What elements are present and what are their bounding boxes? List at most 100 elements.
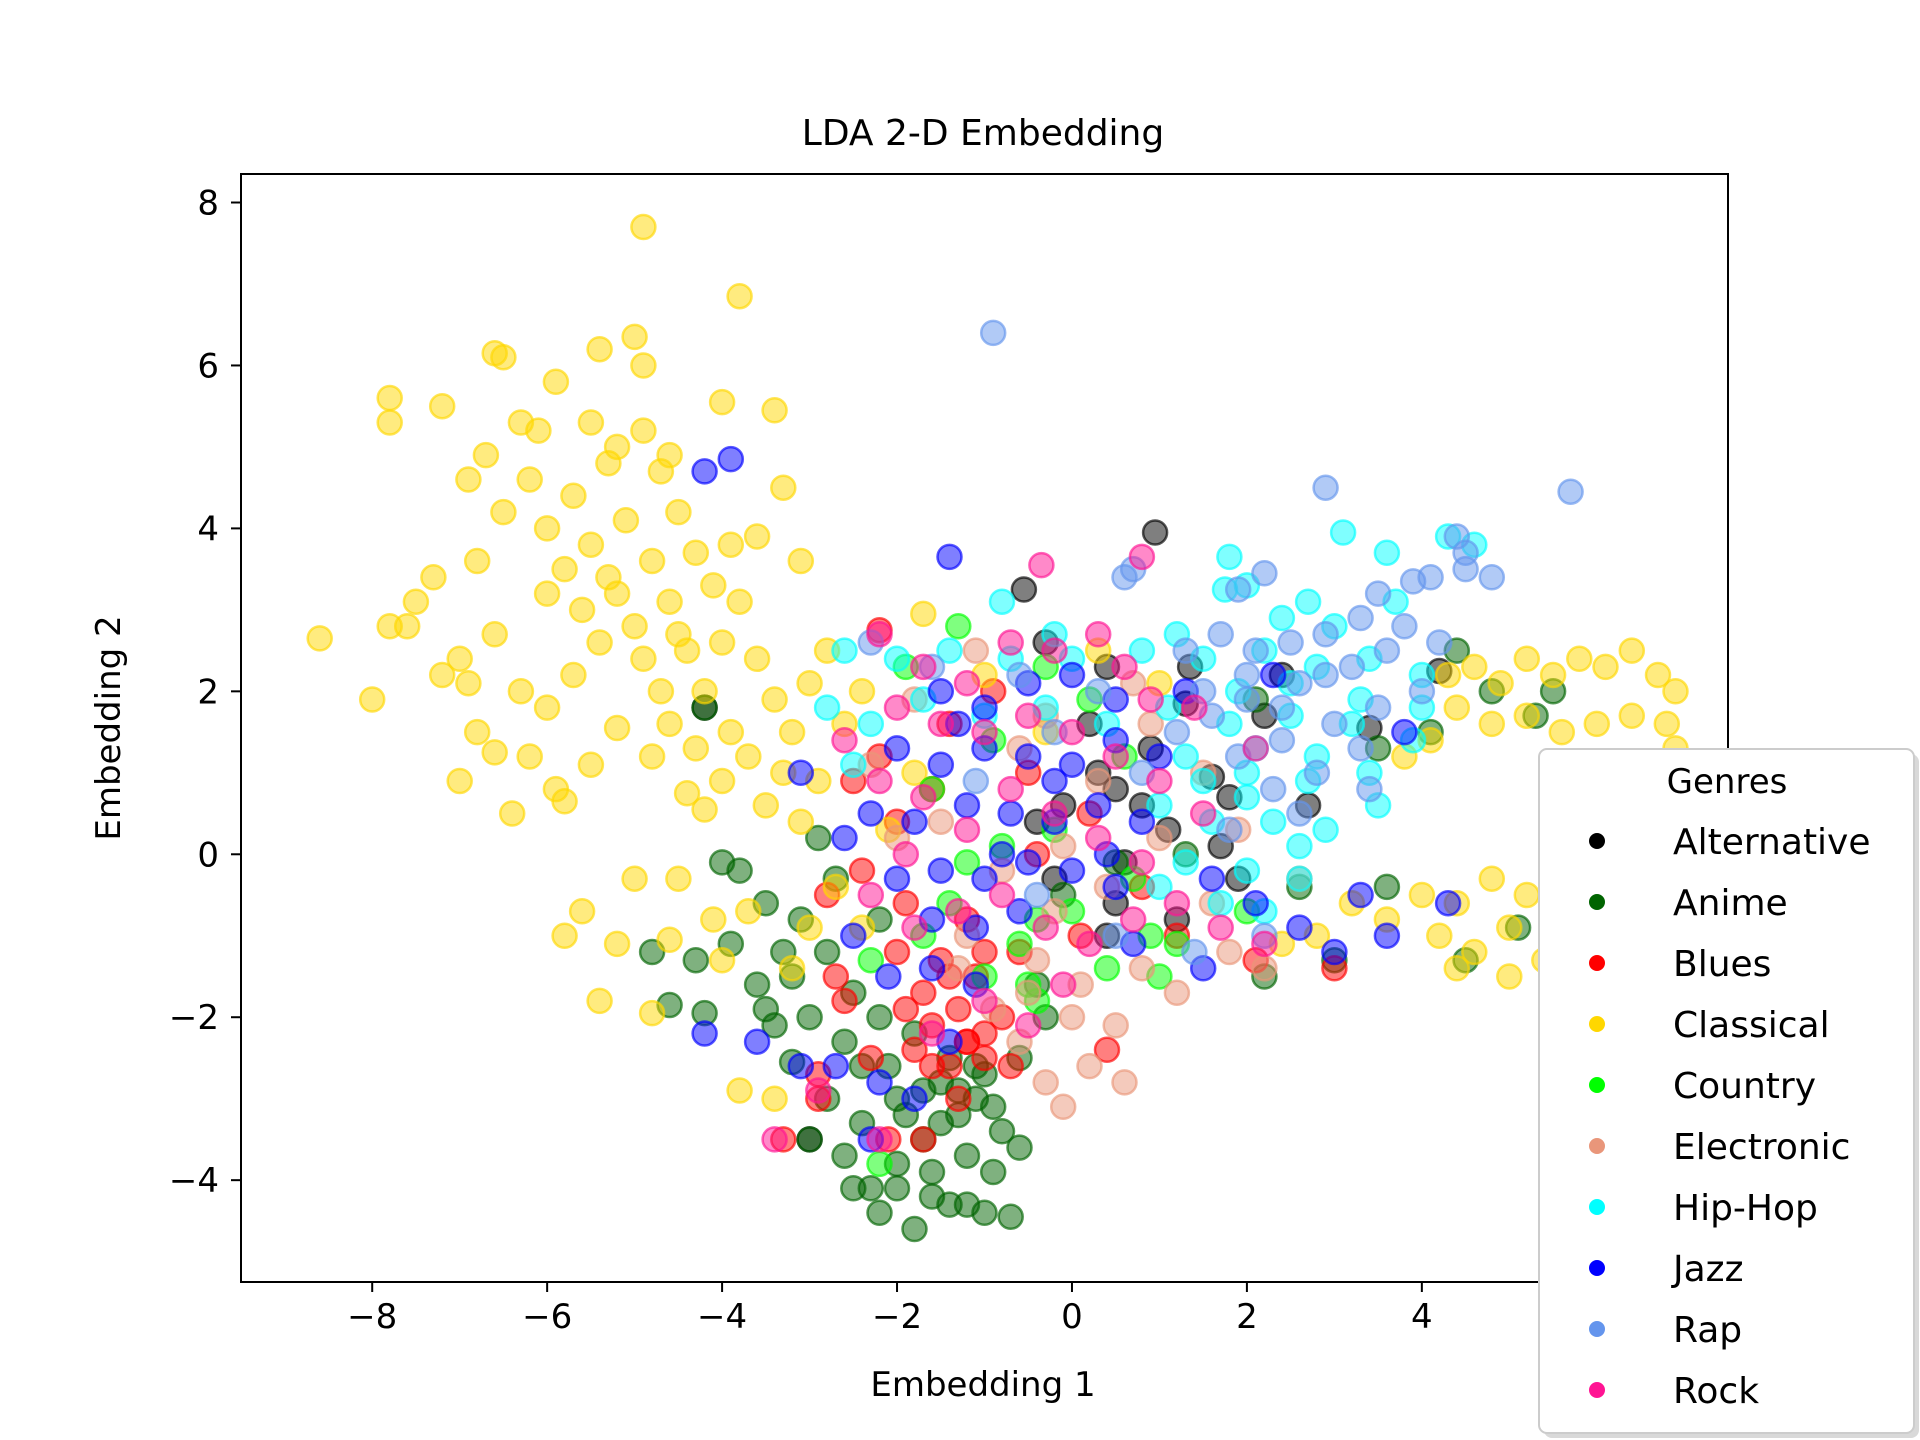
- data-point: [953, 816, 981, 844]
- data-point: [586, 335, 613, 363]
- data-point: [787, 808, 815, 835]
- data-point: [726, 282, 753, 310]
- data-point: [376, 409, 403, 436]
- data-point: [945, 1085, 972, 1112]
- data-point: [393, 612, 421, 640]
- data-point: [516, 466, 543, 493]
- data-point: [1233, 686, 1261, 713]
- data-point: [708, 629, 736, 656]
- data-point: [1251, 955, 1278, 982]
- data-point: [1653, 710, 1681, 738]
- data-point: [630, 645, 657, 673]
- data-point: [586, 629, 613, 656]
- data-point: [1399, 568, 1427, 595]
- data-point: [1312, 661, 1339, 689]
- data-point: [743, 645, 771, 673]
- data-point: [997, 1203, 1024, 1231]
- chart-title: LDA 2-D Embedding: [802, 113, 1164, 154]
- data-point: [1014, 849, 1042, 876]
- data-point: [883, 645, 911, 673]
- data-point: [971, 987, 998, 1015]
- data-point: [1146, 824, 1173, 852]
- data-point: [481, 621, 508, 648]
- data-point: [892, 995, 920, 1023]
- data-point: [997, 775, 1024, 803]
- data-point: [1426, 629, 1453, 656]
- legend: Genres Alternative Anime Blues Classical Cou…: [1538, 748, 1919, 1438]
- legend-label: Jazz: [1671, 1249, 1743, 1290]
- data-point: [1268, 726, 1296, 754]
- data-point: [1434, 661, 1462, 689]
- data-point: [945, 995, 972, 1023]
- data-point: [901, 759, 928, 787]
- data-point: [831, 1142, 858, 1169]
- data-point: [586, 987, 613, 1015]
- data-point: [1041, 637, 1068, 664]
- data-point: [918, 1052, 946, 1080]
- data-point: [953, 792, 981, 819]
- data-point: [507, 678, 535, 705]
- data-point: [778, 718, 806, 746]
- data-point: [1111, 653, 1138, 681]
- data-point: [1312, 474, 1339, 501]
- data-point: [1443, 955, 1471, 982]
- data-point: [1014, 702, 1042, 730]
- data-point: [962, 767, 990, 795]
- data-point: [1128, 543, 1156, 571]
- data-point: [979, 1093, 1007, 1121]
- data-point: [936, 637, 963, 664]
- data-point: [1312, 621, 1339, 648]
- data-point: [1294, 588, 1322, 615]
- data-point: [560, 482, 587, 510]
- data-point: [1137, 686, 1164, 713]
- data-point: [1321, 710, 1348, 738]
- data-point: [1286, 914, 1313, 941]
- x-tick-label: −4: [697, 1297, 747, 1337]
- x-tick-label: 4: [1411, 1297, 1433, 1337]
- data-point: [577, 531, 605, 558]
- data-point: [1224, 576, 1252, 603]
- data-point: [805, 1077, 832, 1104]
- data-point: [568, 898, 596, 925]
- data-point: [805, 824, 832, 852]
- data-point: [1216, 543, 1243, 571]
- data-point: [700, 572, 727, 599]
- y-tick-label: 8: [197, 184, 219, 224]
- legend-label: Anime: [1673, 883, 1788, 924]
- data-point: [717, 531, 745, 558]
- data-point: [1251, 930, 1278, 958]
- data-point: [866, 1069, 893, 1096]
- legend-item-rap: Rap: [1589, 1310, 1742, 1351]
- legend-item-hip-hop: Hip-Hop: [1589, 1188, 1818, 1229]
- data-point: [918, 1158, 946, 1186]
- data-point: [1014, 979, 1042, 1007]
- data-point: [1662, 678, 1689, 705]
- data-point: [813, 694, 841, 721]
- data-point: [910, 1126, 937, 1153]
- data-point: [901, 914, 928, 941]
- data-point: [1198, 865, 1226, 892]
- data-point: [822, 1052, 850, 1080]
- legend-marker: [1589, 1260, 1605, 1276]
- data-point: [997, 629, 1024, 656]
- data-point: [971, 865, 998, 892]
- data-point: [621, 323, 648, 351]
- x-tick-label: 2: [1236, 1297, 1258, 1337]
- data-point: [1391, 612, 1418, 640]
- data-point: [1058, 751, 1086, 778]
- data-point: [910, 600, 937, 628]
- legend-items: Alternative Anime Blues Classical Country Ele…: [1589, 822, 1871, 1412]
- data-point: [656, 588, 683, 615]
- y-axis-label: Embedding 2: [89, 615, 129, 840]
- data-point: [866, 767, 893, 795]
- data-point: [533, 694, 561, 721]
- data-points: [306, 213, 1689, 1243]
- data-point: [927, 808, 955, 835]
- data-point: [918, 1020, 946, 1047]
- data-point: [787, 547, 815, 575]
- data-point: [490, 344, 517, 371]
- data-point: [866, 621, 893, 648]
- data-point: [1286, 669, 1313, 697]
- data-point: [560, 661, 587, 689]
- data-point: [1496, 963, 1523, 990]
